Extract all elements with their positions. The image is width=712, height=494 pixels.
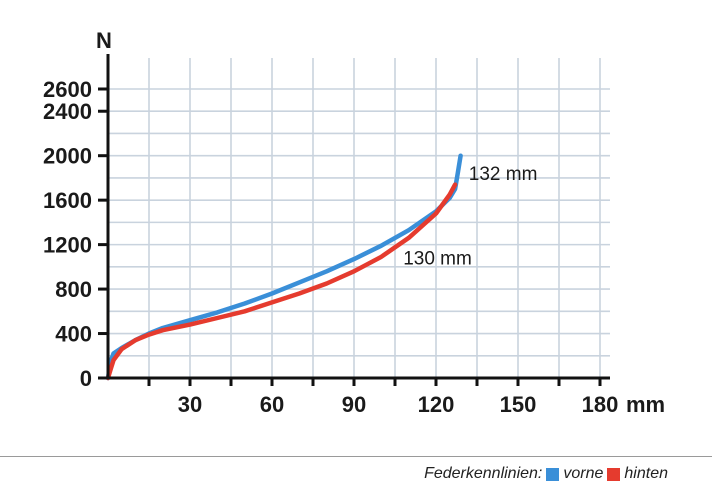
y-tick-label: 400: [55, 322, 92, 347]
series-lines: [105, 153, 463, 381]
legend-swatch-hinten: [607, 467, 621, 481]
x-tick-label: 30: [178, 392, 202, 417]
legend-swatch-vorne: [546, 467, 560, 481]
annotations: 132 mm 130 mm: [403, 164, 537, 269]
y-tick-label: 2000: [43, 144, 92, 169]
legend: Federkennlinien: vorne hinten: [424, 462, 668, 486]
grid-lines: [108, 58, 610, 378]
y-tick-label: 2400: [43, 99, 92, 124]
x-tick-label: 180: [582, 392, 619, 417]
series-line-hinten: [105, 182, 458, 381]
y-tick-label: 800: [55, 277, 92, 302]
legend-title: Federkennlinien:: [424, 465, 543, 482]
x-tick-label: 150: [500, 392, 537, 417]
annotation-label: 132 mm: [469, 164, 538, 185]
y-tick-label: 1200: [43, 233, 92, 258]
x-tick-label: 60: [260, 392, 284, 417]
x-axis-label: mm: [626, 392, 665, 417]
y-tick-label: 1600: [43, 188, 92, 213]
x-tick-label: 90: [342, 392, 366, 417]
footer-divider: [0, 456, 712, 457]
legend-label-hinten: hinten: [624, 465, 668, 482]
y-tick-label: 2600: [43, 77, 92, 102]
x-tick-label: 120: [418, 392, 455, 417]
axes: [98, 54, 610, 386]
y-tick-label: 0: [80, 366, 92, 391]
legend-label-vorne: vorne: [563, 465, 604, 482]
annotation-label: 130 mm: [403, 249, 472, 270]
y-axis-label: N: [96, 28, 112, 53]
